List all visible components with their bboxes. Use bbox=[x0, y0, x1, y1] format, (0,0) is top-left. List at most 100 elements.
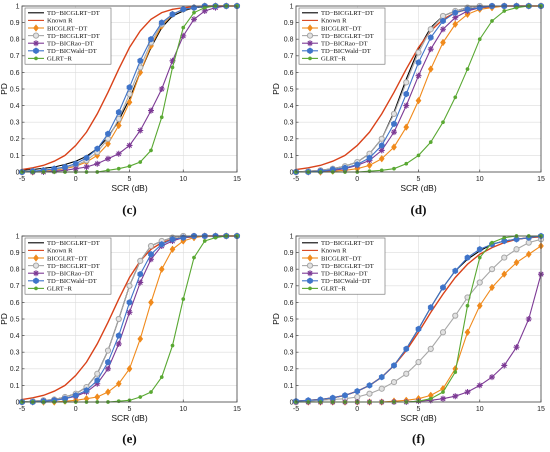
data-point bbox=[126, 309, 133, 316]
legend-marker bbox=[307, 270, 313, 277]
data-point bbox=[148, 35, 154, 43]
data-point bbox=[379, 168, 384, 173]
data-point bbox=[415, 59, 422, 66]
data-point bbox=[149, 148, 153, 153]
data-point bbox=[404, 161, 409, 166]
x-tick-label: 10 bbox=[476, 406, 484, 413]
data-point bbox=[415, 49, 422, 56]
data-point bbox=[366, 382, 373, 389]
data-point bbox=[440, 284, 446, 291]
y-tick-label: 0.8 bbox=[10, 267, 20, 274]
data-point bbox=[415, 359, 422, 366]
data-point bbox=[513, 344, 520, 351]
data-point bbox=[115, 150, 122, 157]
legend-marker bbox=[33, 270, 39, 277]
data-point bbox=[94, 160, 101, 167]
y-tick-label: 1 bbox=[16, 3, 20, 10]
data-point bbox=[181, 297, 186, 301]
chart-panel-c: -5 0 5 10 1500.10.20.30.40.50.60.70.80.91SCR… bbox=[0, 2, 241, 217]
legend-label: TD−BICGLRT−DT bbox=[47, 33, 100, 40]
legend-label: GLRT−R bbox=[47, 286, 73, 293]
data-point bbox=[105, 358, 111, 366]
data-point bbox=[428, 140, 433, 145]
data-point bbox=[137, 127, 144, 134]
data-point bbox=[83, 164, 90, 171]
data-point bbox=[452, 267, 459, 275]
legend-label: TD−BICRao−DT bbox=[321, 41, 368, 48]
data-point bbox=[501, 237, 508, 245]
data-point bbox=[126, 282, 133, 289]
y-tick-label: 0.6 bbox=[284, 70, 294, 77]
data-point bbox=[329, 394, 336, 402]
legend-marker bbox=[33, 254, 39, 262]
y-tick-label: 0.2 bbox=[10, 136, 20, 143]
data-point bbox=[342, 392, 348, 399]
data-point bbox=[126, 299, 133, 306]
data-point bbox=[192, 10, 196, 15]
data-point bbox=[191, 4, 197, 11]
legend-entry: Known R bbox=[28, 18, 73, 25]
data-point bbox=[427, 46, 434, 53]
data-point bbox=[428, 396, 433, 401]
legend-entry: TD−BICGLRT−DT bbox=[28, 240, 100, 247]
data-point bbox=[391, 362, 397, 369]
data-point bbox=[169, 236, 176, 243]
legend-entry: TD−BICGLRT−DT bbox=[28, 262, 100, 270]
legend-entry: GLRT−R bbox=[28, 286, 73, 293]
legend-entry: BICGLRT−DT bbox=[28, 254, 87, 262]
data-point bbox=[403, 90, 410, 98]
data-point bbox=[427, 34, 434, 41]
y-axis-label: PD bbox=[271, 313, 281, 325]
x-tick-label: 0 bbox=[355, 406, 359, 413]
chart-panel-e: -5 0 5 10 1500.10.20.30.40.50.60.70.80.91SCR… bbox=[0, 232, 241, 446]
data-point bbox=[115, 108, 122, 116]
data-point bbox=[354, 161, 361, 168]
data-point bbox=[366, 154, 373, 162]
data-point bbox=[465, 67, 470, 71]
data-point bbox=[105, 388, 111, 396]
data-point bbox=[137, 270, 144, 278]
legend-label: BICGLRT−DT bbox=[321, 25, 361, 32]
data-point bbox=[525, 250, 532, 259]
data-point bbox=[476, 382, 483, 389]
data-point bbox=[464, 328, 471, 337]
panel-label: (d) bbox=[411, 202, 427, 217]
y-tick-label: 0.7 bbox=[10, 283, 20, 290]
legend-label: TD−BICWald−DT bbox=[321, 48, 371, 55]
data-point bbox=[465, 303, 470, 308]
x-axis-label: SCR (dB) bbox=[111, 183, 148, 193]
data-point bbox=[202, 239, 207, 243]
data-point bbox=[115, 340, 122, 347]
legend-label: TD−BICRao−DT bbox=[47, 41, 94, 48]
legend-label: Known R bbox=[47, 18, 73, 25]
data-point bbox=[453, 95, 458, 100]
legend-label: Known R bbox=[321, 18, 347, 25]
y-tick-label: 0.8 bbox=[10, 37, 20, 44]
legend-marker bbox=[307, 47, 313, 55]
legend-entry: Known R bbox=[302, 18, 347, 25]
data-point bbox=[137, 57, 144, 65]
legend-entry: TD−BICRao−DT bbox=[302, 270, 368, 278]
x-axis-label: SCR (dB) bbox=[400, 413, 437, 423]
data-point bbox=[391, 129, 397, 136]
series-5 bbox=[293, 232, 544, 405]
data-point bbox=[94, 380, 101, 387]
data-point bbox=[180, 32, 187, 39]
y-tick-label: 0.7 bbox=[284, 283, 294, 290]
data-point bbox=[427, 345, 434, 352]
data-point bbox=[106, 168, 110, 173]
y-tick-label: 0.1 bbox=[284, 153, 294, 160]
data-point bbox=[378, 135, 385, 142]
legend-marker bbox=[32, 32, 40, 39]
data-point bbox=[170, 65, 175, 70]
data-point bbox=[158, 19, 165, 26]
y-tick-label: 0.5 bbox=[10, 316, 20, 323]
data-point bbox=[169, 245, 176, 254]
data-point bbox=[452, 9, 459, 16]
data-point bbox=[105, 130, 111, 138]
legend-label: TD−BICGLRT−DT bbox=[47, 240, 100, 247]
data-point bbox=[138, 395, 143, 399]
legend-entry: TD−BICRao−DT bbox=[302, 40, 368, 48]
data-point bbox=[104, 347, 112, 354]
